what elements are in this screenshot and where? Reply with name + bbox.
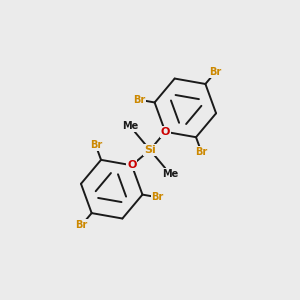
Text: Br: Br	[152, 192, 164, 202]
Text: Br: Br	[195, 147, 207, 157]
Text: Br: Br	[209, 67, 221, 77]
Text: Br: Br	[76, 220, 88, 230]
Text: Me: Me	[162, 169, 178, 179]
Text: Br: Br	[90, 140, 102, 150]
Text: Br: Br	[133, 95, 145, 105]
Text: O: O	[127, 160, 136, 170]
Text: Me: Me	[122, 121, 138, 131]
Text: O: O	[160, 127, 170, 137]
Text: Si: Si	[144, 145, 156, 155]
